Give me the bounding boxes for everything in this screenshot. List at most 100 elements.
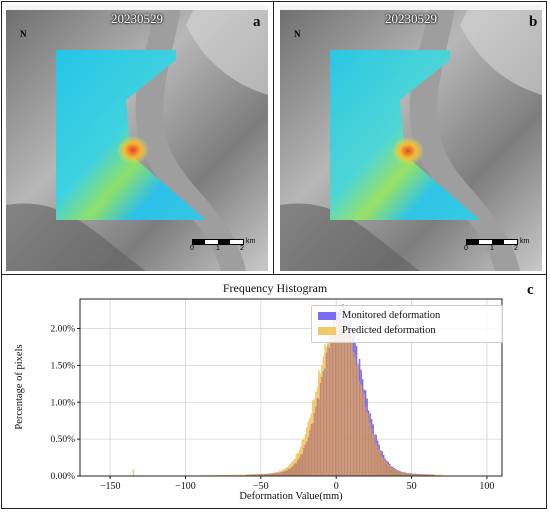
legend-swatch-monitored: [318, 311, 336, 320]
x-tick-label: 50: [407, 481, 417, 492]
north-arrow-icon: N: [20, 29, 27, 39]
histogram-bar: [385, 460, 388, 463]
histogram-bar: [236, 474, 239, 476]
histogram-bar-overlap: [295, 463, 298, 476]
histogram-bar: [355, 345, 358, 366]
histogram-bar-overlap: [287, 468, 290, 476]
histogram-bar-overlap: [376, 446, 379, 476]
histogram-bar: [370, 419, 373, 429]
y-axis-ticks: 0.00% 0.50% 1.00% 1.50% 2.00%: [50, 325, 80, 482]
histogram-bar-overlap: [417, 473, 420, 476]
legend-label-predicted: Predicted deformation: [342, 325, 436, 336]
histogram-bar-overlap: [271, 473, 273, 476]
histogram-bar-overlap: [396, 470, 399, 476]
histogram-bar-overlap: [370, 428, 373, 476]
histogram-bar-overlap: [348, 335, 350, 476]
histogram-bar: [309, 418, 311, 431]
histogram-bar-overlap: [408, 473, 411, 476]
histogram-bar: [306, 427, 308, 442]
histogram-bar-overlap: [247, 474, 249, 476]
histogram-bar: [310, 413, 313, 424]
histogram-bar-overlap: [357, 364, 359, 476]
divider-vertical: [273, 1, 274, 274]
histogram-bar: [369, 413, 371, 423]
histogram-bar: [367, 410, 370, 415]
histogram-bar-overlap: [422, 474, 424, 476]
histogram-bar-overlap: [256, 474, 258, 476]
histogram-bar-overlap: [404, 472, 406, 476]
histogram-bar-overlap: [313, 413, 316, 476]
histogram-bar-overlap: [328, 348, 331, 476]
histogram-bar: [387, 461, 389, 465]
histogram-bar-overlap: [298, 457, 301, 476]
histogram-bar-overlap: [309, 430, 311, 476]
histogram-bar-overlap: [316, 397, 319, 476]
histogram-bar-overlap: [346, 324, 349, 476]
histogram-bar-overlap: [330, 336, 332, 476]
histogram-bar: [391, 466, 394, 469]
histogram-bar-overlap: [337, 315, 340, 476]
plot-area: [79, 298, 503, 477]
histogram-bar-overlap: [420, 474, 423, 476]
histogram-bar-overlap: [259, 474, 261, 476]
histogram-bar-overlap: [429, 474, 432, 476]
chart-title: Frequency Histogram: [222, 281, 328, 295]
histogram-bar: [375, 434, 377, 444]
histogram-bar: [227, 474, 230, 476]
histogram-bar-overlap: [399, 471, 402, 476]
histogram-bar-overlap: [425, 474, 427, 476]
x-axis-ticks: −150 −100 −50 0 50 100: [100, 476, 494, 492]
histogram-bar-overlap: [426, 474, 429, 476]
histogram-bar: [235, 474, 237, 476]
histogram-bar: [378, 444, 380, 450]
x-tick-label: −150: [100, 481, 121, 492]
panel-letter-a: a: [253, 14, 261, 30]
histogram-bar-overlap: [245, 474, 248, 476]
histogram-bar-overlap: [294, 463, 296, 476]
histogram-bar: [321, 364, 323, 377]
histogram-bar: [358, 358, 361, 382]
histogram-bar-overlap: [390, 466, 392, 476]
histogram-bar-overlap: [262, 474, 264, 476]
histogram-bar-overlap: [393, 468, 395, 476]
y-tick-label: 0.00%: [50, 472, 75, 482]
histogram-bar: [312, 400, 314, 424]
histogram-bar-overlap: [416, 473, 418, 476]
histogram-bar-overlap: [280, 471, 282, 476]
histogram-bar: [315, 391, 317, 407]
histogram-bar-overlap: [343, 323, 346, 476]
histogram-bar-overlap: [363, 394, 365, 476]
histogram-bar-overlap: [431, 474, 433, 476]
histogram-bar: [272, 472, 275, 474]
histogram-bar-overlap: [407, 473, 409, 476]
histogram-bar-overlap: [278, 472, 281, 476]
histogram-bar: [232, 474, 234, 476]
histogram-bar: [384, 458, 386, 460]
histogram-bar-overlap: [355, 365, 358, 476]
histogram-bar-overlap: [324, 368, 326, 476]
histogram-bar-overlap: [331, 328, 334, 476]
north-arrow-icon: N: [294, 29, 301, 39]
histogram-bar-overlap: [354, 357, 356, 476]
histogram-bar: [364, 390, 367, 407]
histogram-bar-overlap: [378, 449, 380, 476]
histogram-bar-overlap: [269, 473, 272, 476]
histogram-bar-overlap: [385, 462, 388, 476]
histogram-bar-overlap: [284, 470, 287, 476]
map-panel-a: 20230529 N 0 1 2 km: [6, 5, 268, 271]
histogram-bar: [357, 362, 359, 365]
histogram-bar: [268, 473, 270, 474]
histogram-bar-overlap: [384, 459, 386, 476]
histogram-bar-overlap: [401, 471, 403, 476]
histogram-bar-overlap: [358, 381, 361, 476]
histogram-bar: [381, 451, 383, 457]
histogram-bar-overlap: [366, 412, 368, 476]
legend-swatch-predicted: [318, 326, 336, 335]
histogram-bar: [307, 421, 310, 438]
histogram-bar: [244, 474, 246, 476]
map-image-b: [280, 5, 542, 271]
histogram-bar-overlap: [272, 473, 275, 476]
histogram-bar: [435, 474, 438, 476]
histogram-bar-overlap: [387, 464, 389, 476]
histogram-bar-overlap: [352, 352, 355, 476]
